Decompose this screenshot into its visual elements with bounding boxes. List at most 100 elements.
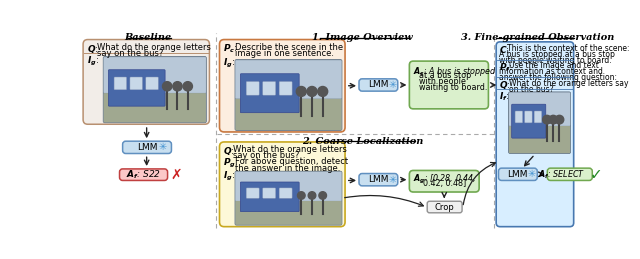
Text: the answer in the image.: the answer in the image. [235,163,340,172]
FancyBboxPatch shape [123,141,172,154]
FancyBboxPatch shape [262,82,276,95]
FancyBboxPatch shape [220,40,345,132]
Text: 1. Image Overview: 1. Image Overview [312,33,413,42]
Text: Describe the scene in the: Describe the scene in the [235,43,343,52]
Text: LMM: LMM [508,170,528,179]
FancyBboxPatch shape [104,57,206,93]
Text: $\bfit{A_g}$: [0.28, 0.44,: $\bfit{A_g}$: [0.28, 0.44, [413,173,477,186]
Text: ✓: ✓ [590,167,602,182]
Text: 0.42, 0.48]: 0.42, 0.48] [422,179,466,188]
FancyBboxPatch shape [108,70,165,106]
Text: $\bfit{I_g}$:: $\bfit{I_g}$: [223,170,236,183]
FancyBboxPatch shape [511,104,546,138]
Text: $\bfit{Q}$:: $\bfit{Q}$: [87,43,99,55]
Circle shape [163,82,172,91]
FancyBboxPatch shape [146,77,158,90]
Circle shape [555,115,564,124]
Text: 2. Coarse Localization: 2. Coarse Localization [302,137,424,146]
FancyBboxPatch shape [236,201,342,225]
FancyBboxPatch shape [114,77,127,90]
FancyBboxPatch shape [83,40,209,124]
FancyBboxPatch shape [410,170,479,192]
FancyBboxPatch shape [236,60,342,98]
Text: $\bfit{Q}$:: $\bfit{Q}$: [223,145,235,157]
Text: ✳: ✳ [528,169,536,179]
Text: $\bfit{P_f}$:: $\bfit{P_f}$: [499,61,513,74]
Circle shape [319,192,326,199]
FancyBboxPatch shape [130,77,143,90]
FancyBboxPatch shape [496,42,573,227]
Text: What do the orange letters: What do the orange letters [233,145,346,154]
FancyBboxPatch shape [410,61,488,109]
FancyBboxPatch shape [279,188,292,198]
Text: $\bfit{A_c}$: A bus is stopped: $\bfit{A_c}$: A bus is stopped [413,65,497,78]
Circle shape [317,87,328,96]
Text: 3. Fine-grained Observation: 3. Fine-grained Observation [461,33,614,42]
Text: ✳: ✳ [388,175,396,185]
Text: LMM: LMM [368,175,388,184]
Text: $\bfit{A_f}$: S22: $\bfit{A_f}$: S22 [126,169,161,181]
Text: What do the orange letters say: What do the orange letters say [509,79,628,88]
Text: $\bfit{I_g}$:: $\bfit{I_g}$: [223,56,236,70]
Text: ✳: ✳ [388,80,396,90]
FancyBboxPatch shape [236,172,342,201]
FancyBboxPatch shape [509,92,571,154]
Text: Baseline: Baseline [125,33,172,42]
Circle shape [549,115,557,124]
FancyBboxPatch shape [547,168,592,181]
FancyBboxPatch shape [262,188,276,198]
Text: ✗: ✗ [170,168,182,182]
FancyBboxPatch shape [499,168,537,181]
Circle shape [543,115,551,124]
Text: This is the context of the scene:: This is the context of the scene: [507,44,630,53]
FancyBboxPatch shape [525,111,532,123]
FancyBboxPatch shape [120,169,168,181]
Text: For above question, detect: For above question, detect [235,157,348,166]
Text: at a bus stop: at a bus stop [419,71,472,80]
Circle shape [296,87,307,96]
FancyBboxPatch shape [104,93,206,122]
Text: on the bus?: on the bus? [509,85,553,94]
FancyBboxPatch shape [428,201,462,213]
Circle shape [307,87,317,96]
Text: A bus is stopped at a bus stop: A bus is stopped at a bus stop [499,50,615,59]
FancyBboxPatch shape [235,60,342,131]
FancyBboxPatch shape [534,111,541,123]
Circle shape [173,82,182,91]
Text: say on the bus?: say on the bus? [97,49,163,58]
Circle shape [183,82,193,91]
Text: waiting to board.: waiting to board. [419,83,488,92]
Text: information as context and: information as context and [499,67,603,76]
FancyBboxPatch shape [246,188,259,198]
FancyBboxPatch shape [279,82,292,95]
Text: answer the following question:: answer the following question: [499,74,617,82]
Text: say on the bus?: say on the bus? [233,151,299,160]
Text: ✳: ✳ [159,142,167,152]
Text: LMM: LMM [137,143,157,152]
Circle shape [298,192,305,199]
FancyBboxPatch shape [359,79,397,91]
FancyBboxPatch shape [241,74,299,113]
FancyBboxPatch shape [103,56,206,123]
Text: What do the orange letters: What do the orange letters [97,43,211,52]
Text: $\bfit{I_g}$:: $\bfit{I_g}$: [87,55,99,68]
FancyBboxPatch shape [236,99,342,130]
Text: Use the image and text: Use the image and text [509,61,598,70]
Text: $\bfit{Q}$:: $\bfit{Q}$: [499,79,511,91]
Text: LMM: LMM [368,81,388,89]
Text: $\bfit{C}$:: $\bfit{C}$: [499,44,509,55]
Text: with people: with people [419,77,467,86]
FancyBboxPatch shape [241,182,299,212]
FancyBboxPatch shape [246,82,259,95]
Text: with people waiting to board.: with people waiting to board. [499,56,612,65]
Text: $\bfit{P_c}$:: $\bfit{P_c}$: [223,43,238,55]
FancyBboxPatch shape [515,111,523,123]
FancyBboxPatch shape [235,171,342,225]
Circle shape [308,192,316,199]
FancyBboxPatch shape [509,92,570,126]
Text: image in one sentence.: image in one sentence. [235,49,334,58]
FancyBboxPatch shape [359,174,397,186]
Text: $\bfit{I_f}$:: $\bfit{I_f}$: [499,90,509,103]
FancyBboxPatch shape [220,142,345,227]
Text: $\bfit{A_f}$: SELECT: $\bfit{A_f}$: SELECT [538,168,586,181]
